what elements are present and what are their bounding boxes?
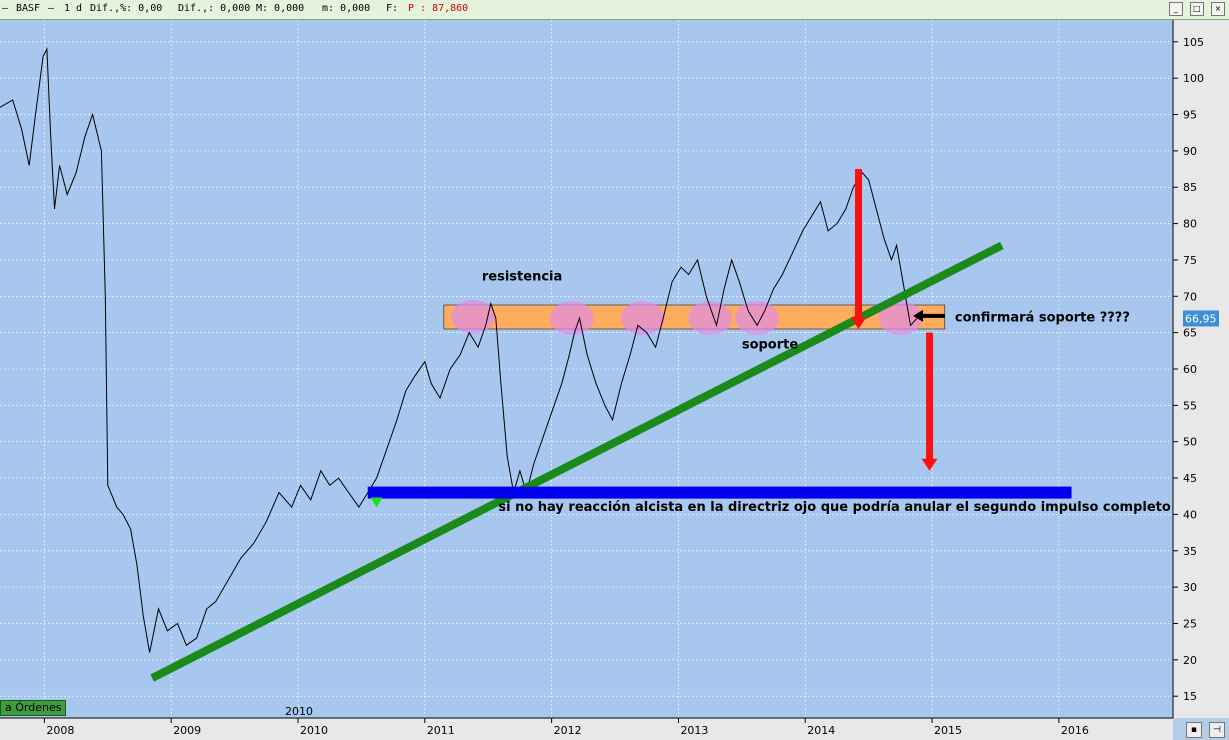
y-tick-label: 60 <box>1183 363 1197 376</box>
title-dash-2: — <box>48 3 55 14</box>
x-tick-label: 2008 <box>46 724 74 737</box>
last-price-box <box>1183 310 1219 327</box>
highlight-ellipse <box>735 301 780 336</box>
red-arrow-top-head <box>850 317 867 330</box>
highlights <box>451 299 923 336</box>
close-icon[interactable]: × <box>1211 2 1225 16</box>
y-tick-label: 100 <box>1183 72 1204 85</box>
red-arrow-bottom-head <box>921 458 938 471</box>
y-tick-label: 95 <box>1183 109 1197 122</box>
price-label: P : 87,860 <box>408 3 469 14</box>
period-label: 1 d <box>64 3 83 14</box>
y-tick-label: 105 <box>1183 36 1204 49</box>
dif-pct-label: Dif.,%: 0,00 <box>90 3 163 14</box>
bottom-toolbar: ▪ ⊣ <box>1184 717 1225 738</box>
annotation-text: si no hay reacción alcista en la directr… <box>498 500 1171 515</box>
x-tick-label: 2013 <box>680 724 708 737</box>
x-tick-label: 2011 <box>427 724 455 737</box>
y-axis <box>1173 20 1229 718</box>
y-tick-label: 90 <box>1183 145 1197 158</box>
symbol-label: BASF <box>16 3 41 14</box>
title-dash: — <box>2 3 9 14</box>
x-axis-ticks: 2008 2009 2010 2011 2012 2013 2014 2015 2016 2010 <box>0 705 1173 737</box>
y-tick-label: 55 <box>1183 399 1197 412</box>
x-tick-label: 2010 <box>300 724 328 737</box>
y-tick-label: 50 <box>1183 436 1197 449</box>
y-tick-label: 70 <box>1183 290 1197 303</box>
y-tick-label: 30 <box>1183 581 1197 594</box>
arrows <box>850 169 945 471</box>
grid <box>0 20 1173 718</box>
x-tick-label: 2009 <box>173 724 201 737</box>
y-tick-label: 85 <box>1183 181 1197 194</box>
y-tick-label: 75 <box>1183 254 1197 267</box>
last-price-label: 66,95 <box>1183 310 1219 327</box>
title-bar: — BASF — 1 d Dif.,%: 0,00 Dif.,: 0,000 M… <box>0 0 1229 20</box>
orders-button[interactable]: a Órdenes <box>0 700 67 716</box>
dif-label: Dif.,: 0,000 <box>178 3 251 14</box>
y-tick-label: 35 <box>1183 545 1197 558</box>
blue-level-bar <box>367 486 1072 499</box>
max-label: M: 0,000 <box>256 3 305 14</box>
x-tick-label: 2012 <box>554 724 582 737</box>
green-triangle-marker <box>370 497 383 508</box>
x-tick-label: 2015 <box>934 724 962 737</box>
last-price-text: 66,95 <box>1185 312 1217 325</box>
annotation-text: soporte <box>742 338 799 353</box>
highlight-ellipse <box>549 301 594 336</box>
window-controls: _ □ × <box>1167 2 1225 17</box>
highlight-ellipse <box>688 301 733 336</box>
highlight-ellipse <box>451 299 496 334</box>
minimize-icon[interactable]: _ <box>1168 2 1183 16</box>
y-tick-label: 40 <box>1183 508 1197 521</box>
y-axis-ticks: 15 20 25 30 35 40 45 50 55 60 65 70 75 80 85 90 95 100 105 <box>1172 20 1204 718</box>
save-icon[interactable]: ▪ <box>1185 722 1202 738</box>
pin-icon[interactable]: ⊣ <box>1209 722 1225 738</box>
price-series-line <box>0 47 918 653</box>
min-label: m: 0,000 <box>322 3 371 14</box>
annotations: resistencia soporte confirmará soporte ???… <box>482 269 1171 514</box>
maximize-icon[interactable]: □ <box>1189 2 1204 16</box>
y-tick-label: 45 <box>1183 472 1197 485</box>
annotation-text: confirmará soporte ???? <box>955 311 1130 326</box>
y-tick-label: 15 <box>1183 690 1197 703</box>
black-arrow-head <box>913 309 924 322</box>
y-tick-label: 20 <box>1183 654 1197 667</box>
y-tick-label: 80 <box>1183 218 1197 231</box>
f-label: F: <box>386 3 399 14</box>
x-secondary-label: 2010 <box>285 705 313 718</box>
highlight-ellipse <box>878 301 923 336</box>
y-tick-label: 65 <box>1183 327 1197 340</box>
x-axis <box>0 718 1173 740</box>
highlight-ellipse <box>620 301 665 336</box>
x-tick-label: 2016 <box>1061 724 1089 737</box>
annotation-text: resistencia <box>482 269 562 284</box>
y-tick-label: 25 <box>1183 617 1197 630</box>
x-tick-label: 2014 <box>807 724 835 737</box>
